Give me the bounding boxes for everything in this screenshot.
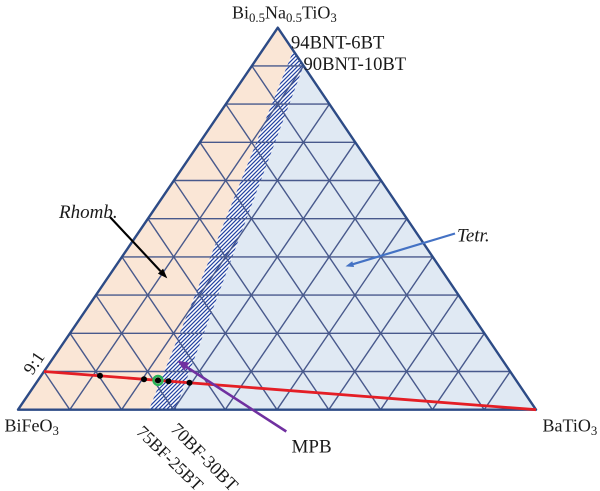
svg-text:BiFeO3: BiFeO3 bbox=[5, 415, 59, 438]
svg-text:BaTiO3: BaTiO3 bbox=[543, 415, 598, 438]
svg-text:90BNT-10BT: 90BNT-10BT bbox=[304, 54, 407, 75]
svg-text:Bi0.5Na0.5TiO3: Bi0.5Na0.5TiO3 bbox=[232, 2, 337, 25]
svg-text:94BNT-6BT: 94BNT-6BT bbox=[291, 32, 385, 53]
svg-text:MPB: MPB bbox=[292, 436, 332, 457]
svg-text:Tetr.: Tetr. bbox=[457, 226, 490, 247]
svg-text:Rhomb.: Rhomb. bbox=[58, 202, 118, 223]
